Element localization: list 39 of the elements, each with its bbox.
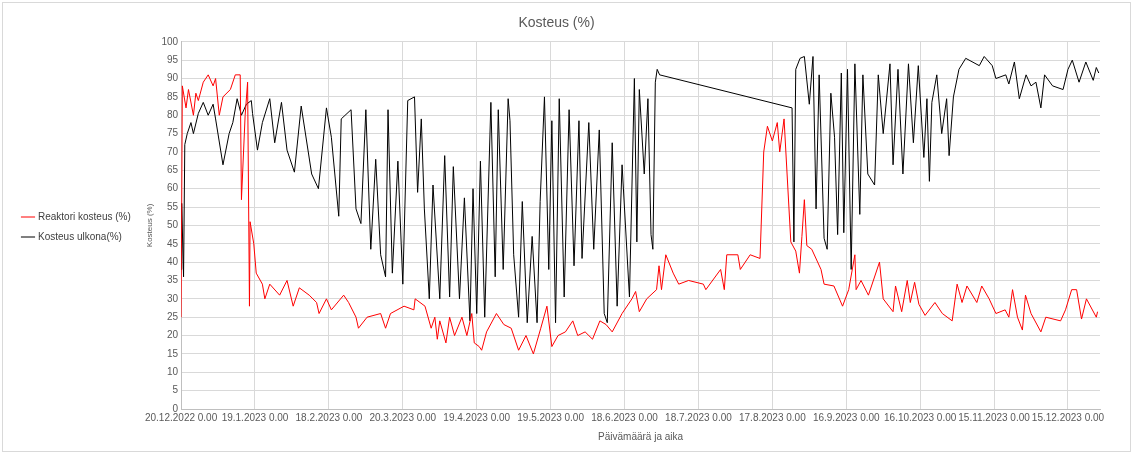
x-tick-label: 19.4.2023 0.00 [443,411,511,423]
y-tick-label: 5 [172,384,179,396]
y-tick-label: 10 [166,366,179,378]
legend-label: Kosteus ulkona(%) [38,230,122,242]
y-tick-label: 100 [161,35,179,47]
x-tick-label: 18.7.2023 0.00 [665,411,733,423]
chart-title: Kosteus (%) [518,14,595,31]
y-tick-label: 75 [166,127,179,139]
y-axis-title: Kosteus (%) [144,203,154,248]
x-tick-label: 15.11.2023 0.00 [958,411,1031,423]
y-tick-label: 45 [166,237,179,249]
x-tick-label: 20.3.2023 0.00 [369,411,437,423]
y-tick-label: 65 [166,164,179,176]
y-tick-label: 50 [166,219,179,231]
x-tick-label: 16.9.2023 0.00 [812,411,881,423]
legend-label: Reaktori kosteus (%) [38,210,131,222]
y-tick-label: 35 [166,274,179,286]
y-tick-label: 60 [166,182,179,194]
y-tick-label: 30 [166,292,179,304]
y-tick-label: 95 [166,53,179,65]
y-tick-label: 25 [166,310,179,322]
y-tick-label: 80 [166,108,179,120]
x-tick-label: 18.6.2023 0.00 [591,411,659,423]
x-tick-label: 18.2.2023 0.00 [295,411,363,423]
y-tick-label: 0 [172,402,179,414]
y-tick-label: 90 [166,72,179,84]
x-tick-label: 19.1.2023 0.00 [221,411,289,423]
y-tick-label: 70 [166,145,179,157]
y-tick-label: 20 [166,329,179,341]
x-tick-label: 16.10.2023 0.00 [884,411,957,423]
x-tick-label: 20.12.2022 0.00 [144,411,218,423]
y-tick-label: 85 [166,90,179,102]
x-tick-label: 17.8.2023 0.00 [738,411,807,423]
x-tick-label: 19.5.2023 0.00 [517,411,585,423]
x-tick-label: 15.12.2023 0.00 [1031,411,1105,423]
y-tick-label: 40 [166,255,179,267]
y-tick-label: 55 [166,200,179,212]
y-tick-label: 15 [166,347,179,359]
x-axis-title: Päivämäärä ja aika [598,430,684,442]
